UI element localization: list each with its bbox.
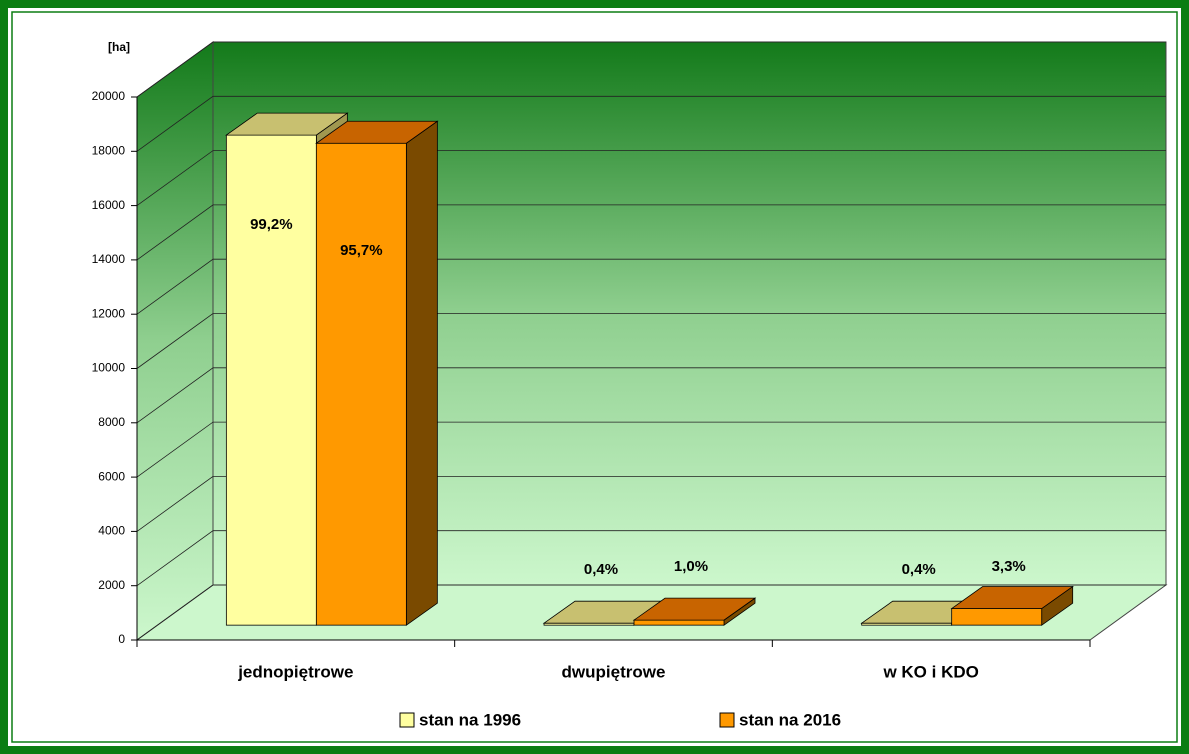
legend-label: stan na 2016 xyxy=(739,710,841,729)
bar-front xyxy=(315,142,407,626)
bar-top xyxy=(950,586,1074,609)
grid-line xyxy=(136,95,1166,152)
grid-line xyxy=(136,475,1166,532)
grid-line xyxy=(136,313,1166,369)
bar-top xyxy=(632,597,757,621)
bar-front xyxy=(951,608,1043,626)
bar xyxy=(632,597,757,626)
data-label: 3,3% xyxy=(992,558,1026,575)
legend-label: stan na 1996 xyxy=(419,710,521,729)
data-label: 0,4% xyxy=(584,561,618,578)
data-label: 99,2% xyxy=(250,216,293,233)
axis-unit: [ha] xyxy=(108,40,130,54)
grid-line xyxy=(136,258,1166,315)
grid-line xyxy=(136,530,1166,587)
grid-line xyxy=(136,367,1166,424)
y-tick-label: 10000 xyxy=(92,361,126,375)
grid-line xyxy=(136,204,1166,261)
bar-top xyxy=(225,112,349,136)
y-tick-label: 12000 xyxy=(92,306,126,320)
x-tick-label: dwupiętrowe xyxy=(562,662,666,681)
y-tick-label: 14000 xyxy=(92,252,126,266)
y-tick-label: 16000 xyxy=(92,198,126,212)
y-tick-label: 4000 xyxy=(98,524,125,538)
plot-area: 0 2000 4000 6000 8000 10000 12000 14000 16000 180… xyxy=(92,41,1168,729)
y-tick-label: 2000 xyxy=(98,578,125,592)
grid-line xyxy=(136,150,1166,206)
y-tick-label: 0 xyxy=(118,632,125,646)
data-label: 1,0% xyxy=(674,558,708,575)
y-tick-label: 8000 xyxy=(98,415,125,429)
bar xyxy=(315,120,439,626)
y-tick-label: 20000 xyxy=(92,89,126,103)
legend-swatch xyxy=(399,712,415,728)
bar-side xyxy=(405,120,438,626)
y-tick-label: 18000 xyxy=(92,143,126,157)
grid-line xyxy=(136,41,1166,98)
bar xyxy=(950,585,1074,626)
bar-front xyxy=(633,619,725,626)
bar-top xyxy=(315,120,439,144)
legend-swatch xyxy=(719,712,735,728)
grid-line xyxy=(136,584,1166,641)
x-tick-label: jednopiętrowe xyxy=(237,662,353,681)
data-label: 95,7% xyxy=(340,242,383,259)
grid-line xyxy=(136,421,1166,478)
x-tick-label: w KO i KDO xyxy=(882,662,978,681)
data-label: 0,4% xyxy=(902,561,936,578)
bar-front xyxy=(225,134,317,626)
y-tick-label: 6000 xyxy=(98,469,125,483)
